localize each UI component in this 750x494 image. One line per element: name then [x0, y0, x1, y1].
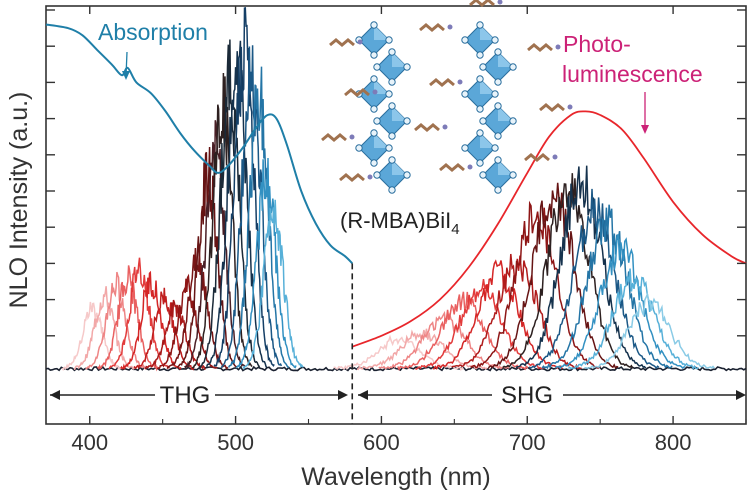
thg-peak-410: [73, 286, 135, 371]
shg-peak-680: [432, 259, 564, 371]
thg-peak-496: [198, 39, 261, 370]
thg-peak-426: [96, 265, 159, 372]
x-tick-label-800: 800: [655, 430, 692, 455]
x-tick-label-400: 400: [71, 430, 108, 455]
thg-peak-467: [157, 273, 218, 370]
x-tick-label-700: 700: [509, 430, 546, 455]
organic-cation-molecule: [469, 0, 503, 7]
organic-cation-molecule: [339, 173, 373, 182]
thg-label: THG: [160, 382, 211, 409]
photoluminescence-pointer-head: [641, 125, 649, 134]
bi-octahedron-1-0: [461, 21, 499, 59]
shg-peak-706: [470, 200, 601, 370]
organic-cation-molecule: [539, 103, 573, 112]
absorption-pointer-head: [122, 71, 130, 80]
thg-peak-459: [144, 299, 206, 370]
shg-peak-656: [397, 291, 529, 372]
organic-cation-molecule: [414, 123, 448, 132]
y-axis-label: NLO Intensity (a.u.): [5, 92, 33, 309]
bi-octahedron-1-4: [461, 129, 499, 167]
bi-octahedron-1-3: [479, 102, 517, 140]
compound-formula: (R-MBA)BiI: [340, 208, 451, 233]
thg-peak-511: [220, 45, 283, 369]
organic-cation-molecule: [344, 88, 378, 97]
x-axis-label: Wavelength (nm): [301, 463, 490, 491]
photoluminescence-curve: [351, 110, 747, 348]
shg-peak-746: [528, 188, 660, 370]
photoluminescence-annotation-line2: luminescence: [562, 61, 703, 87]
shg-peak-737: [515, 165, 647, 369]
x-axis-ticks: 400 500 600 700 800: [71, 6, 747, 455]
plot-frame: [45, 5, 747, 425]
thg-peak-442: [120, 270, 182, 371]
compound-label: (R-MBA)BiI4: [340, 208, 460, 238]
x-tick-label-500: 500: [217, 430, 254, 455]
shg-peak-643: [378, 310, 510, 370]
organic-cation-molecule: [321, 133, 355, 142]
organic-cation-molecule: [329, 38, 363, 47]
bi-octahedron-0-1: [373, 48, 411, 86]
thg-peak-418: [85, 271, 147, 370]
shg-peak-668: [415, 278, 546, 370]
organic-cation-molecule: [527, 43, 561, 52]
bi-octahedron-1-5: [479, 156, 517, 194]
compound-subscript: 4: [451, 221, 459, 238]
bi-octahedron-0-3: [373, 102, 411, 140]
thg-peak-491: [191, 72, 253, 369]
thg-peak-402: [61, 301, 124, 371]
absorption-annotation: Absorption: [98, 19, 208, 45]
thg-range-arrow: [50, 390, 348, 400]
baseline-noise-trace: [45, 365, 747, 372]
bi-octahedron-1-2: [461, 75, 499, 113]
bi-octahedron-0-0: [355, 21, 393, 59]
thg-peak-526: [242, 199, 304, 371]
organic-cation-molecule: [429, 78, 463, 87]
thg-peak-506: [213, 6, 275, 368]
thg-peak-521: [235, 157, 297, 369]
shg-peak-764: [554, 234, 686, 370]
crystal-structure-illustration: [321, 0, 573, 194]
organic-cation-molecule: [524, 153, 558, 162]
shg-peak-755: [541, 204, 673, 370]
thg-peak-481: [176, 146, 238, 369]
x-tick-label-600: 600: [363, 430, 400, 455]
spectra-layer: [45, 6, 747, 372]
bi-octahedron-0-5: [373, 156, 411, 194]
organic-cation-molecule: [439, 163, 473, 172]
absorption-curve: [45, 23, 353, 265]
shg-peak-784: [584, 291, 715, 369]
shg-range-arrow: [358, 390, 746, 400]
bi-octahedron-1-1: [479, 48, 517, 86]
shg-peak-718: [487, 182, 619, 370]
photoluminescence-annotation-line1: Photo-: [563, 31, 631, 57]
organic-cation-molecule: [419, 23, 453, 32]
shg-label: SHG: [501, 382, 553, 409]
shg-peak-773: [567, 268, 699, 371]
y-axis-ticks: [46, 9, 746, 337]
bi-octahedron-0-4: [355, 129, 393, 167]
thg-peak-434: [108, 257, 170, 370]
